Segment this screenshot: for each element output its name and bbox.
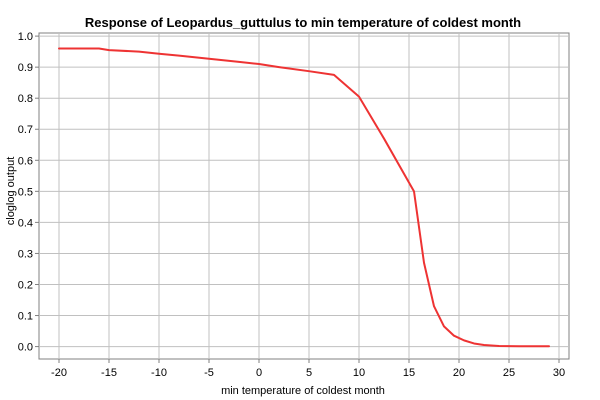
x-tick-label: 20 xyxy=(453,367,465,379)
y-tick-label: 0.5 xyxy=(18,186,33,198)
x-tick-label: 15 xyxy=(403,367,415,379)
x-tick-label: -15 xyxy=(101,367,117,379)
x-tick-label: -20 xyxy=(51,367,67,379)
x-tick-label: 10 xyxy=(353,367,365,379)
y-tick-label: 0.3 xyxy=(18,248,33,260)
y-tick-label: 0.4 xyxy=(18,217,33,229)
x-tick-label: 0 xyxy=(256,367,262,379)
y-axis-label: cloglog output xyxy=(5,157,17,226)
y-tick-label: 0.6 xyxy=(18,155,33,167)
y-tick-label: 0.7 xyxy=(18,124,33,136)
y-tick-label: 0.8 xyxy=(18,93,33,105)
y-tick-label: 0.0 xyxy=(18,342,33,354)
series-group xyxy=(58,47,550,348)
x-tick-label: 30 xyxy=(553,367,565,379)
x-tick-label: 5 xyxy=(306,367,312,379)
plot-area xyxy=(38,32,570,360)
x-tick-label: -10 xyxy=(151,367,167,379)
x-axis-label: min temperature of coldest month xyxy=(221,385,385,397)
grid xyxy=(39,33,569,359)
response-curve-line xyxy=(58,47,550,348)
y-axis: 0.0 0.1 0.2 0.3 0.4 0.5 0.6 0.7 0.8 0.9 1.0 xyxy=(18,31,39,354)
y-tick-label: 1.0 xyxy=(18,31,33,43)
y-tick-label: 0.2 xyxy=(18,279,33,291)
x-axis: -20 -15 -10 -5 0 5 10 15 20 25 30 xyxy=(51,359,565,379)
y-tick-label: 0.1 xyxy=(18,311,33,323)
chart-title: Response of Leopardus_guttulus to min te… xyxy=(85,15,521,30)
x-tick-label: -5 xyxy=(204,367,214,379)
y-tick-label: 0.9 xyxy=(18,62,33,74)
x-tick-label: 25 xyxy=(503,367,515,379)
